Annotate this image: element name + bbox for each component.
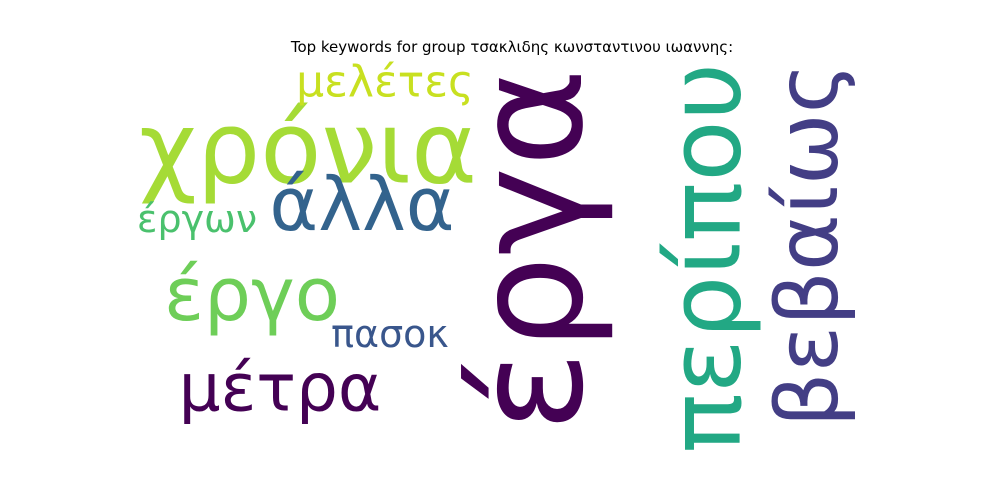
word-1: έργα (443, 68, 617, 432)
word-2: χρόνια (139, 90, 477, 207)
word-7: μέτρα (179, 350, 382, 427)
word-3: περίπου (647, 63, 764, 454)
chart-title: Top keywords for group τσακλιδης κωνσταν… (290, 38, 734, 56)
word-9: έργων (137, 197, 257, 241)
word-6: έργο (164, 252, 340, 338)
word-4: βεβαίως (758, 63, 858, 428)
word-5: άλλα (269, 162, 454, 248)
word-10: πασοκ (331, 312, 449, 356)
word-8: μελέτες (296, 57, 474, 108)
